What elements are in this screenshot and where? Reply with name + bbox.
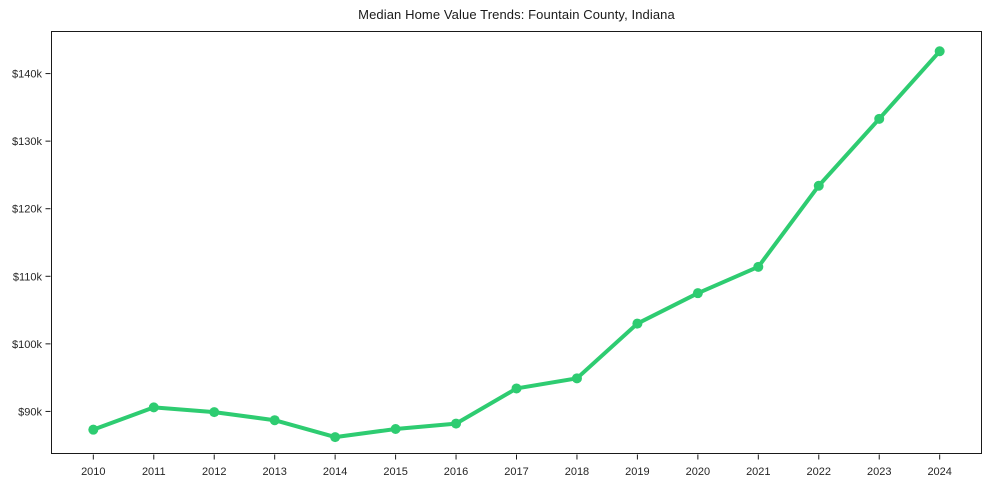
data-point-marker [148, 402, 159, 413]
x-tick-label: 2010 [81, 466, 105, 478]
x-tick-label: 2014 [323, 466, 347, 478]
y-tick-label: $120k [12, 204, 42, 216]
y-tick-label: $110k [13, 271, 43, 283]
data-point-marker [813, 180, 824, 191]
y-tick-label: $90k [18, 406, 42, 418]
data-point-marker [390, 423, 401, 434]
x-tick-label: 2016 [444, 466, 468, 478]
x-tick-label: 2013 [262, 466, 286, 478]
x-tick-label: 2017 [504, 466, 528, 478]
x-tick-label: 2021 [746, 466, 770, 478]
trend-line [91, 49, 942, 440]
x-tick-label: 2024 [927, 466, 951, 478]
x-tick-label: 2019 [625, 466, 649, 478]
x-tick-label: 2023 [867, 466, 891, 478]
y-tick-label: $130k [12, 136, 42, 148]
data-point-marker [330, 432, 341, 443]
data-point-marker [874, 113, 885, 124]
x-tick-label: 2018 [565, 466, 589, 478]
x-tick-label: 2011 [142, 466, 166, 478]
data-point-marker [571, 373, 582, 384]
y-tick-label: $140k [12, 69, 42, 81]
data-point-marker [692, 288, 703, 299]
data-point-marker [511, 383, 522, 394]
data-point-marker [753, 261, 764, 272]
data-point-marker [209, 407, 220, 418]
plot-border [51, 31, 982, 454]
data-point-marker [269, 415, 280, 426]
data-point-marker [632, 318, 643, 329]
data-point-marker [451, 418, 462, 429]
x-tick-label: 2015 [383, 466, 407, 478]
x-tick-label: 2022 [807, 466, 831, 478]
data-point-marker [88, 424, 99, 435]
y-tick-label: $100k [12, 339, 42, 351]
x-tick-label: 2020 [686, 466, 710, 478]
x-tick-label: 2012 [202, 466, 226, 478]
chart-title: Median Home Value Trends: Fountain Count… [358, 7, 675, 22]
data-point-marker [934, 46, 945, 57]
